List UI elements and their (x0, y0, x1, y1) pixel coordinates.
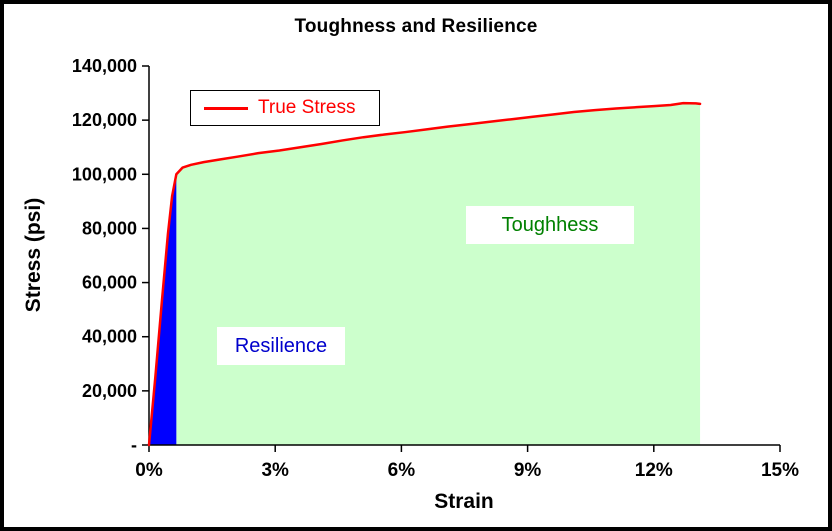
y-tick-label: 140,000 (72, 56, 137, 76)
x-tick-label: 12% (635, 460, 673, 481)
y-tick-label: 60,000 (82, 273, 137, 293)
y-axis-title: Stress (psi) (22, 197, 45, 313)
toughness-label: Toughhess (466, 206, 634, 244)
x-tick-label: 15% (761, 460, 799, 481)
y-tick-label: 20,000 (82, 381, 137, 401)
x-tick-label: 9% (514, 460, 542, 481)
x-tick-label: 3% (261, 460, 289, 481)
true-stress-line-sample-icon (204, 106, 248, 110)
true-stress-line (147, 101, 702, 447)
x-axis-title: Strain (434, 490, 494, 513)
y-tick-label: 40,000 (82, 327, 137, 347)
x-tick-label: 0% (135, 460, 163, 481)
chart-title: Toughness and Resilience (294, 16, 538, 37)
resilience-label: Resilience (217, 327, 345, 365)
y-tick-label: 80,000 (82, 218, 137, 238)
chart-canvas: - 20,000 40,000 60,000 80,000 100,000 120,000 1… (72, 56, 799, 481)
y-tick-label: 100,000 (72, 164, 137, 184)
legend: True Stress (190, 90, 380, 126)
x-tick-label: 6% (388, 460, 416, 481)
y-tick-label: - (131, 435, 137, 455)
legend-label: True Stress (258, 97, 356, 118)
y-tick-label: 120,000 (72, 110, 137, 130)
